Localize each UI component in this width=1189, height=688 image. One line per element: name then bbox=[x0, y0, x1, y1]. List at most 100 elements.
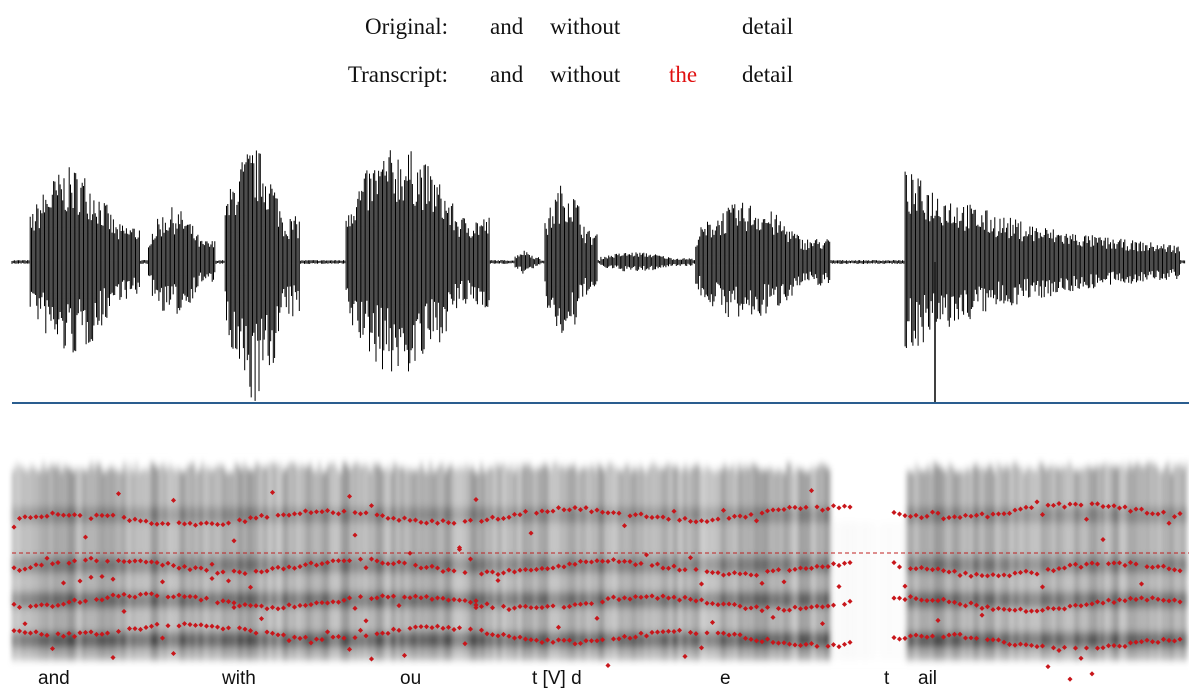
formant-band bbox=[1011, 557, 1014, 573]
formant-band bbox=[387, 507, 390, 523]
segment-label: t bbox=[884, 668, 890, 688]
formant-band bbox=[180, 557, 183, 573]
formant-band bbox=[1131, 507, 1134, 523]
formant-band bbox=[174, 592, 177, 608]
formant-band bbox=[354, 557, 357, 573]
formant-band bbox=[207, 507, 210, 523]
formant-band bbox=[801, 557, 804, 573]
formant-band bbox=[522, 507, 525, 523]
waveform bbox=[12, 150, 1185, 403]
formant-band bbox=[1020, 592, 1023, 608]
formant-band bbox=[237, 632, 240, 648]
formant-band bbox=[441, 632, 444, 648]
formant-band bbox=[720, 557, 723, 573]
formant-band bbox=[399, 632, 402, 648]
formant-band bbox=[555, 507, 558, 523]
formant-band bbox=[1005, 592, 1008, 608]
formant-band bbox=[1131, 632, 1134, 648]
formant-band bbox=[183, 632, 186, 648]
segment-labels: and with ou t [V] d e t ail bbox=[38, 668, 937, 688]
formant-band bbox=[243, 557, 246, 573]
formant-band bbox=[468, 632, 471, 648]
formant-band bbox=[141, 632, 144, 648]
formant-band bbox=[21, 632, 24, 648]
formant-band bbox=[741, 557, 744, 573]
formant-band bbox=[180, 632, 183, 648]
formant-band bbox=[210, 632, 213, 648]
formant-band bbox=[165, 507, 168, 523]
segment-label: ail bbox=[918, 668, 937, 688]
formant-band bbox=[348, 507, 351, 523]
formant-band bbox=[258, 632, 261, 648]
spectral-column bbox=[867, 522, 870, 660]
formant-band bbox=[390, 632, 393, 648]
formant-band bbox=[354, 592, 357, 608]
formant-band bbox=[378, 592, 381, 608]
formant-band bbox=[273, 592, 276, 608]
formant-band bbox=[669, 632, 672, 648]
formant-band bbox=[198, 632, 201, 648]
formant-band bbox=[615, 507, 618, 523]
formant-band bbox=[969, 557, 972, 573]
formant-band bbox=[945, 507, 948, 523]
formant-band bbox=[396, 632, 399, 648]
formant-band bbox=[417, 632, 420, 648]
formant-band bbox=[921, 557, 924, 573]
formant-band bbox=[276, 557, 279, 573]
formant-band bbox=[1095, 632, 1098, 648]
formant-band bbox=[927, 632, 930, 648]
formant-band bbox=[384, 507, 387, 523]
formant-band bbox=[198, 507, 201, 523]
formant-band bbox=[99, 557, 102, 573]
formant-band bbox=[1017, 557, 1020, 573]
formant-band bbox=[549, 507, 552, 523]
formant-band bbox=[603, 592, 606, 608]
formant-band bbox=[819, 632, 822, 648]
formant-band bbox=[669, 557, 672, 573]
formant-band bbox=[108, 557, 111, 573]
formant-band bbox=[327, 592, 330, 608]
formant-band bbox=[1155, 632, 1158, 648]
formant-band bbox=[906, 632, 909, 648]
formant-band bbox=[405, 557, 408, 573]
formant-band bbox=[1035, 592, 1038, 608]
formant-band bbox=[984, 507, 987, 523]
formant-band bbox=[111, 632, 114, 648]
formant-band bbox=[159, 632, 162, 648]
formant-band bbox=[171, 632, 174, 648]
formant-band bbox=[186, 507, 189, 523]
formant-band bbox=[969, 632, 972, 648]
formant-band bbox=[1005, 632, 1008, 648]
formant-band bbox=[402, 592, 405, 608]
formant-band bbox=[483, 592, 486, 608]
formant-band bbox=[1050, 592, 1053, 608]
figure: Original: and without detail Transcript:… bbox=[0, 0, 1189, 688]
formant-band bbox=[252, 632, 255, 648]
formant-band bbox=[30, 557, 33, 573]
formant-band bbox=[762, 592, 765, 608]
formant-band bbox=[1074, 507, 1077, 523]
formant-band bbox=[1098, 592, 1101, 608]
formant-band bbox=[945, 592, 948, 608]
formant-band bbox=[249, 632, 252, 648]
word: detail bbox=[742, 14, 793, 39]
formant-band bbox=[510, 592, 513, 608]
spectral-column bbox=[852, 522, 855, 660]
formant-band bbox=[684, 507, 687, 523]
formant-band bbox=[24, 592, 27, 608]
formant-band bbox=[585, 557, 588, 573]
formant-band bbox=[207, 592, 210, 608]
formant-band bbox=[1032, 592, 1035, 608]
formant-band bbox=[1170, 507, 1173, 523]
transcript-comparison: Original: and without detail Transcript:… bbox=[348, 14, 793, 87]
formant-band bbox=[609, 592, 612, 608]
formant-band bbox=[408, 592, 411, 608]
formant-band bbox=[348, 632, 351, 648]
formant-band bbox=[132, 592, 135, 608]
formant-band bbox=[1101, 507, 1104, 523]
formant-band bbox=[339, 632, 342, 648]
formant-band bbox=[450, 632, 453, 648]
formant-band bbox=[771, 592, 774, 608]
formant-band bbox=[942, 632, 945, 648]
formant-band bbox=[279, 557, 282, 573]
